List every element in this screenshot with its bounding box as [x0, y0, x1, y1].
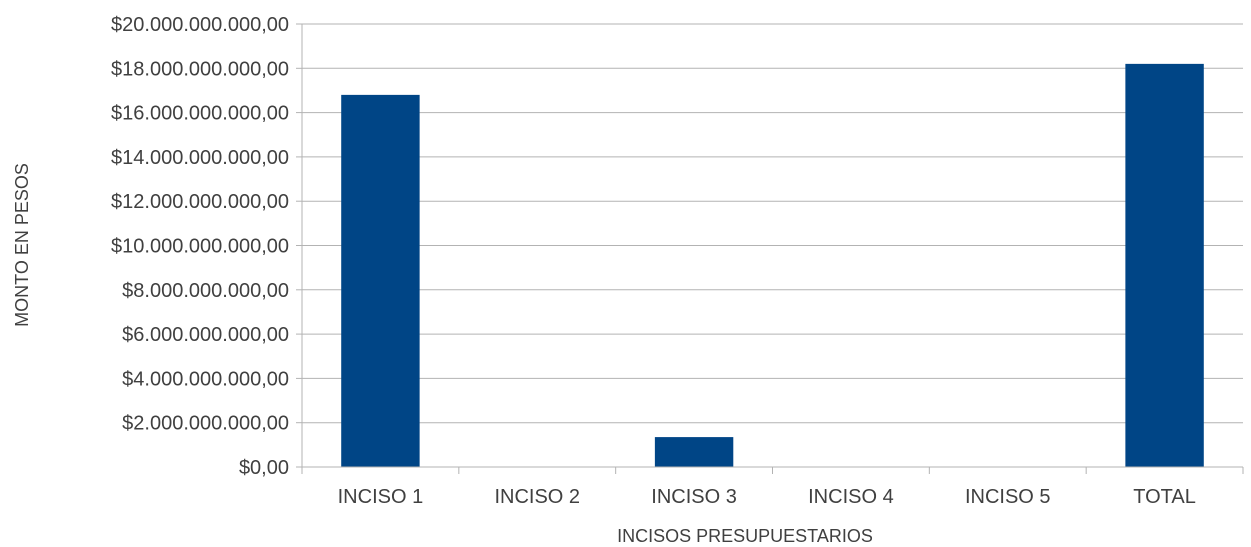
axes: [296, 23, 1244, 474]
bar-inciso-3: [654, 437, 734, 467]
y-tick-labels: $0,00 $2.000.000.000,00 $4.000.000.000,00 $…: [111, 14, 289, 479]
x-tick-label: INCISO 5: [965, 486, 1051, 508]
y-tick-label: $10.000.000.000,00: [111, 236, 289, 258]
y-tick-label: $16.000.000.000,00: [111, 103, 289, 125]
x-tick-label: INCISO 2: [494, 486, 580, 508]
x-tick-label: INCISO 4: [808, 486, 894, 508]
y-tick-label: $0,00: [239, 457, 289, 479]
y-axis-title: MONTO EN PESOS: [12, 163, 32, 327]
y-tick-label: $6.000.000.000,00: [122, 324, 289, 346]
bar-total: [1125, 63, 1204, 468]
x-tick-labels: INCISO 1 INCISO 2 INCISO 3 INCISO 4 INCISO 5…: [338, 486, 1196, 508]
x-tick-label: TOTAL: [1133, 486, 1196, 508]
y-tick-label: $2.000.000.000,00: [122, 413, 289, 435]
y-tick-label: $4.000.000.000,00: [122, 368, 289, 390]
x-tick-label: INCISO 3: [651, 486, 737, 508]
y-tick-label: $18.000.000.000,00: [111, 58, 289, 80]
y-tick-label: $14.000.000.000,00: [111, 147, 289, 169]
y-tick-label: $12.000.000.000,00: [111, 191, 289, 213]
y-tick-label: $20.000.000.000,00: [111, 14, 289, 36]
x-axis-title: INCISOS PRESUPUESTARIOS: [617, 526, 873, 546]
x-tick-label: INCISO 1: [338, 486, 424, 508]
gridlines: [302, 23, 1243, 424]
bar-inciso-1: [341, 94, 420, 467]
bars: [341, 63, 1204, 468]
y-tick-label: $8.000.000.000,00: [122, 280, 289, 302]
